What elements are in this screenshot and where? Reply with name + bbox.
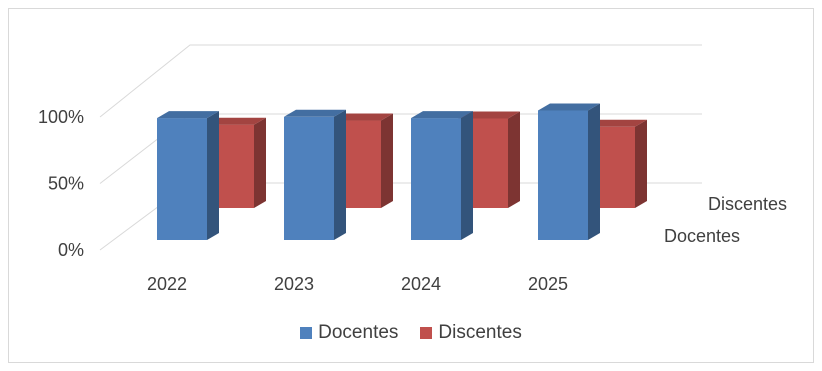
gridline — [99, 44, 702, 118]
x-tick-label: 2025 — [528, 274, 568, 294]
axis-labels: 0% 50% 100% 2022 2023 2024 2025 Discentes Docent… — [38, 107, 787, 294]
legend-item-discentes: Discentes — [420, 322, 522, 344]
legend-label-discentes: Discentes — [438, 322, 522, 343]
depth-axis-label: Docentes — [664, 226, 740, 246]
bar-docentes-2022 — [157, 111, 219, 240]
legend-item-docentes: Docentes — [300, 322, 398, 344]
bar-discentes-2022 — [204, 117, 266, 208]
x-tick-label: 2023 — [274, 274, 314, 294]
x-tick-label: 2022 — [147, 274, 187, 294]
legend-swatch-docentes — [300, 327, 313, 339]
depth-axis-label: Discentes — [708, 194, 787, 214]
bars — [157, 103, 647, 241]
x-tick-label: 2024 — [401, 274, 441, 294]
legend: Docentes Discentes — [0, 322, 822, 344]
legend-swatch-discentes — [420, 327, 433, 339]
legend-label-docentes: Docentes — [318, 322, 399, 343]
bar-docentes-2024 — [411, 111, 473, 240]
bar-docentes-2025 — [538, 103, 600, 241]
bar-docentes-2023 — [284, 109, 346, 240]
y-tick-label: 100% — [38, 107, 84, 127]
y-tick-label: 50% — [48, 174, 84, 194]
y-tick-label: 0% — [58, 240, 84, 260]
